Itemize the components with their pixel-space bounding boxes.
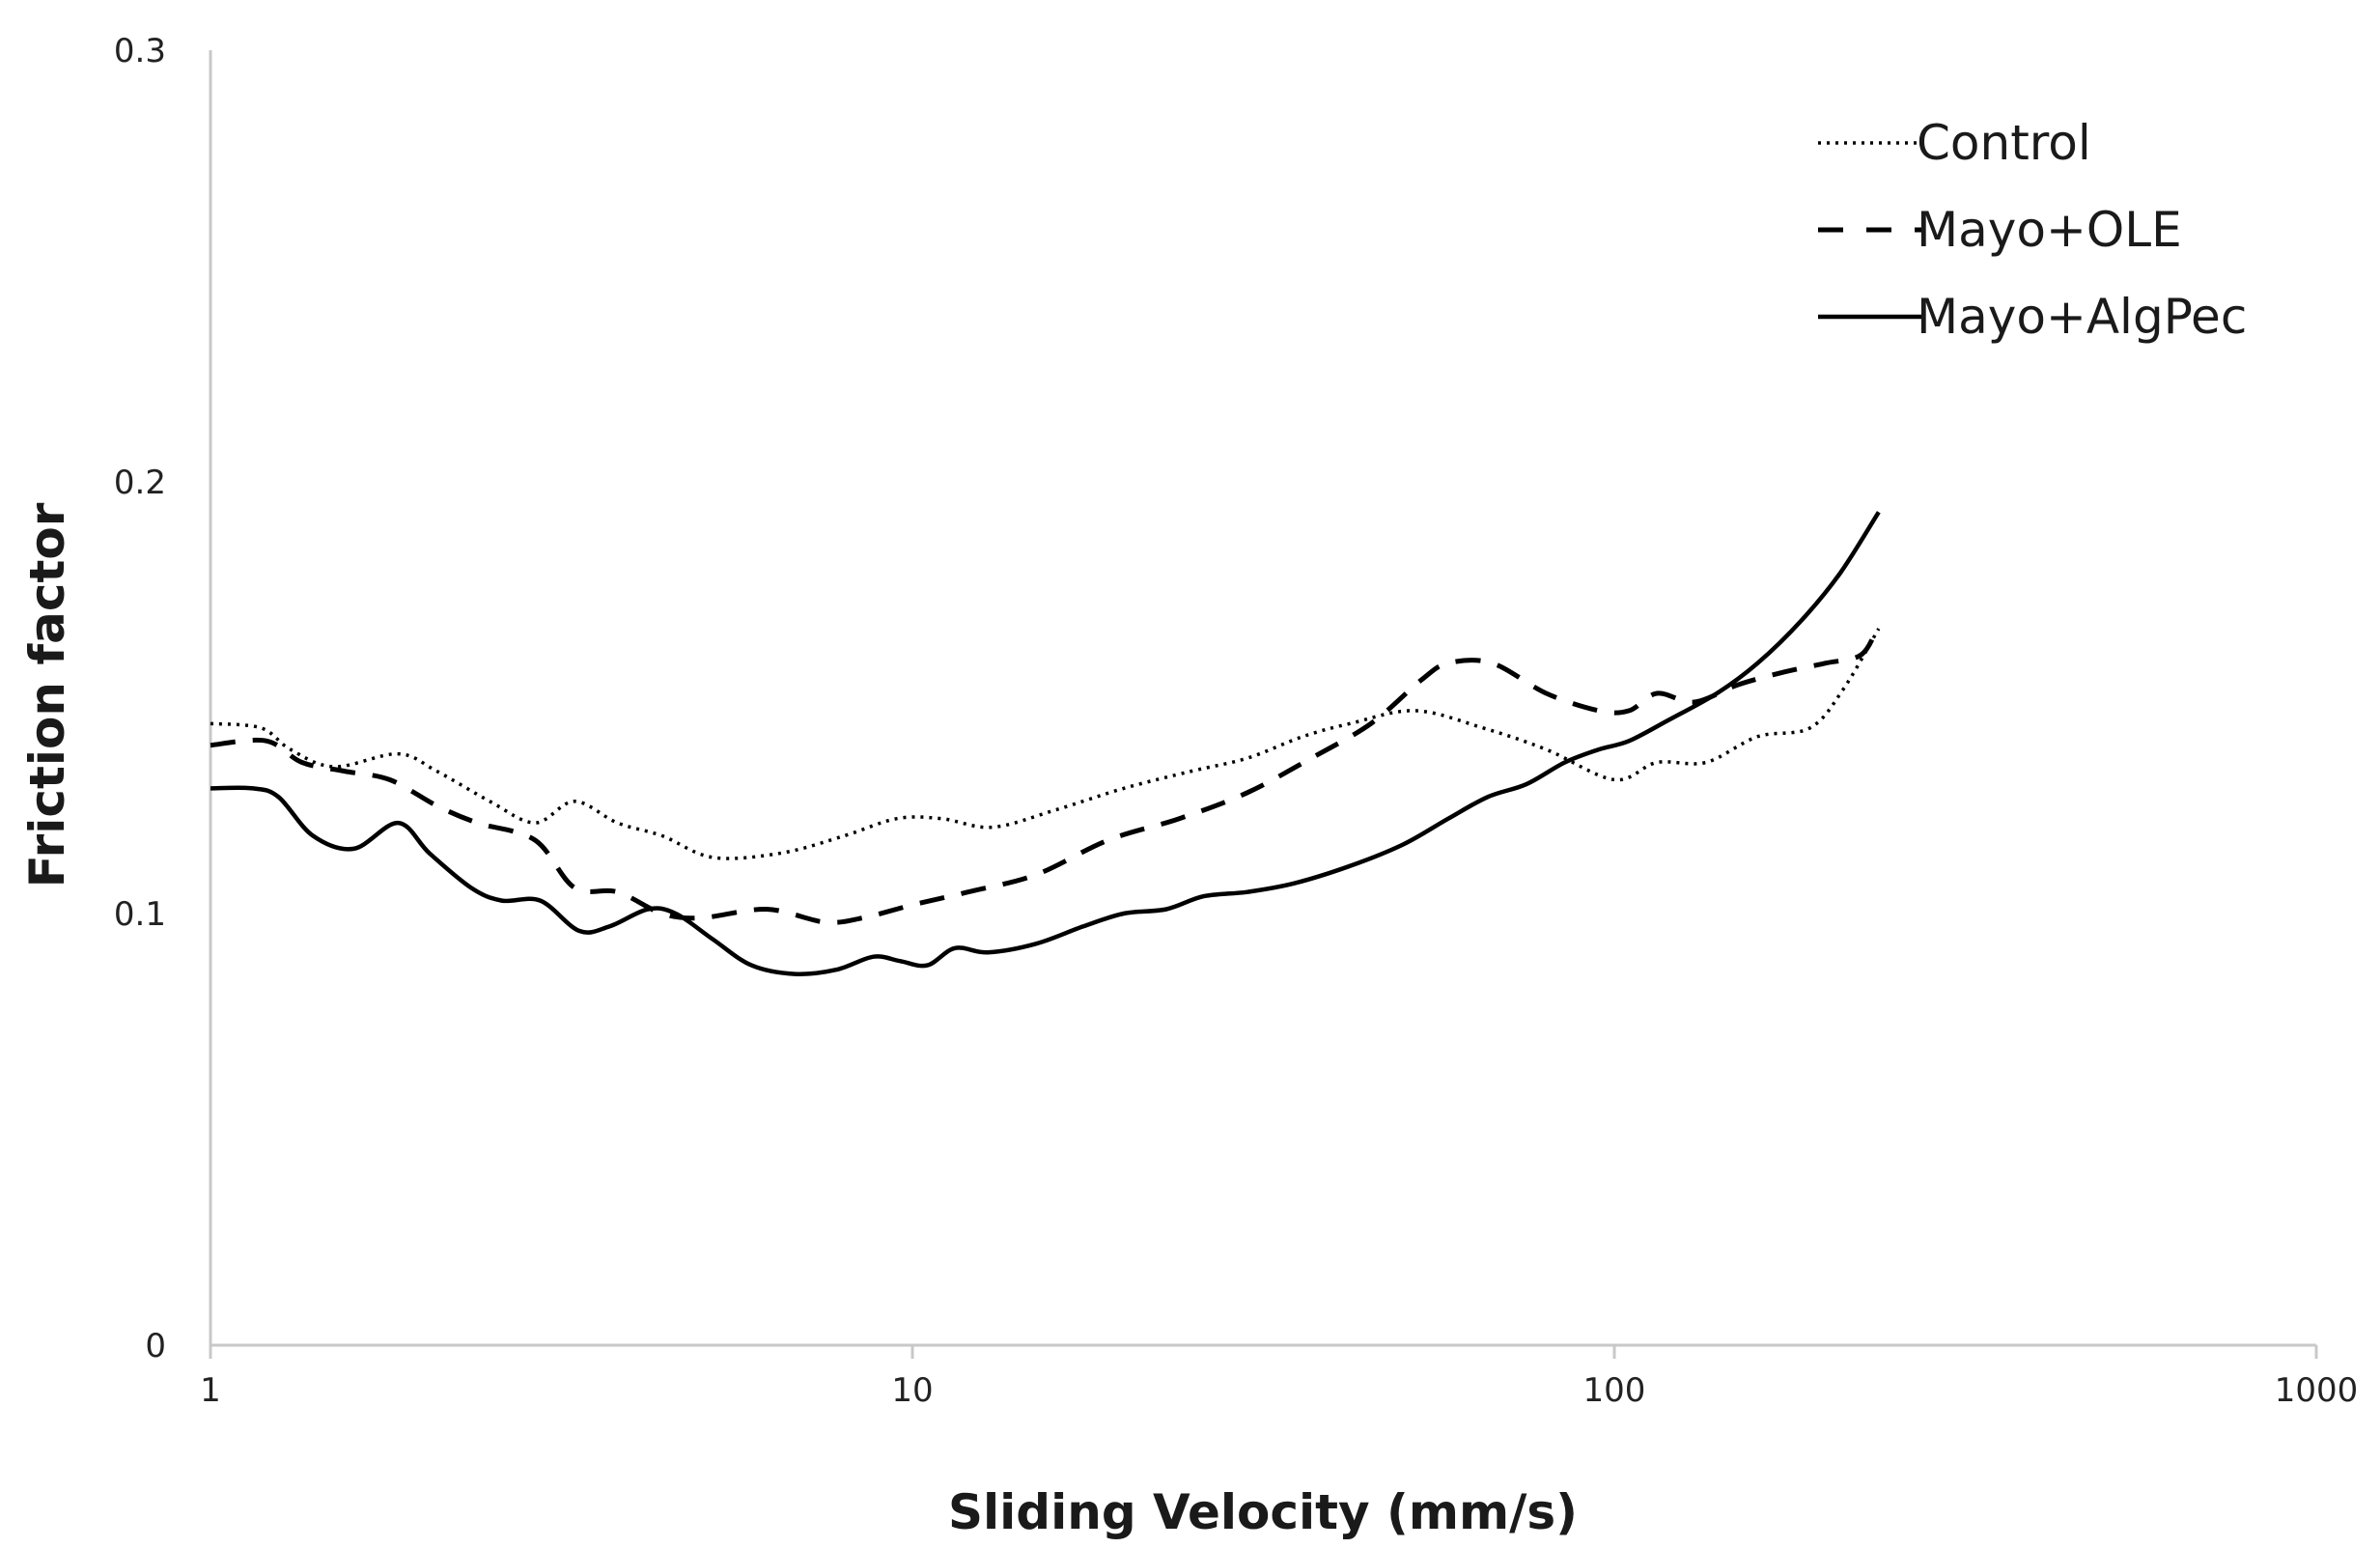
x-tick-label: 10 [891, 1371, 933, 1410]
legend-label: Control [1917, 115, 2091, 171]
legend-label: Mayo+OLE [1917, 202, 2182, 258]
axes [209, 50, 2316, 1347]
series-lines [210, 511, 1882, 976]
series-line-mayo-algpec [210, 511, 1881, 976]
legend: Control Mayo+OLE Mayo+AlgPec [1818, 115, 2247, 345]
x-axis-title: Sliding Velocity (mm/s) [948, 1484, 1578, 1540]
y-tick-label: 0.3 [114, 32, 166, 70]
x-tick-marks [209, 1345, 2318, 1359]
y-tick-label: 0.1 [114, 895, 166, 934]
x-tick-label: 1 [200, 1371, 221, 1410]
y-axis-title: Friction factor [19, 502, 75, 887]
series-line-mayo-ole [210, 623, 1882, 925]
series-line-control [210, 628, 1881, 860]
x-tick-label: 100 [1583, 1371, 1646, 1410]
x-tick-labels: 1 10 100 1000 [200, 1371, 2358, 1410]
legend-label: Mayo+AlgPec [1917, 289, 2247, 345]
x-tick-label: 1000 [2275, 1371, 2359, 1410]
y-tick-labels: 0 0.1 0.2 0.3 [114, 32, 166, 1365]
y-tick-label: 0.2 [114, 464, 166, 502]
y-tick-label: 0 [145, 1327, 166, 1365]
